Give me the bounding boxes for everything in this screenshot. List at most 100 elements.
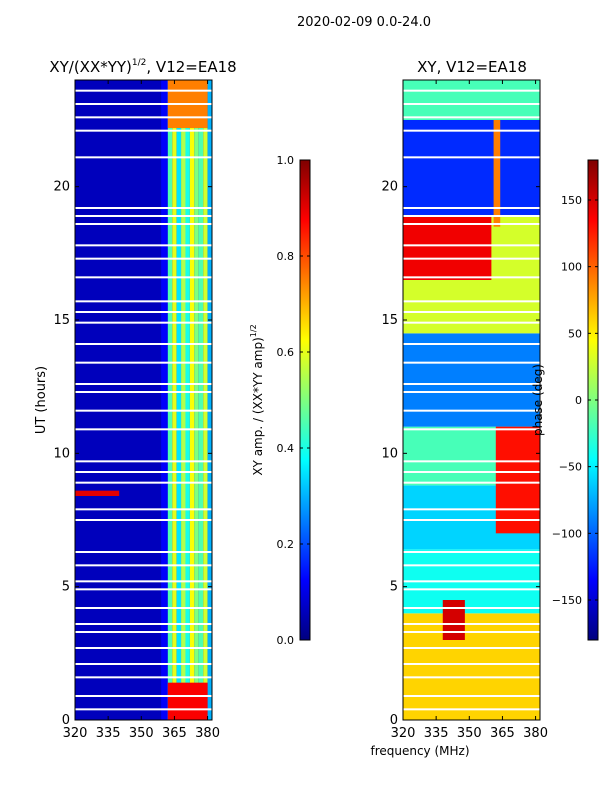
flagged-gap-line	[75, 361, 212, 364]
plot-frame	[402, 79, 541, 721]
x-tick-label: 350	[129, 726, 154, 741]
y-tick-label: 20	[381, 180, 398, 195]
x-tick-label: 380	[523, 726, 548, 741]
amp-frequency-band	[189, 80, 195, 720]
panel1-title-sup: 1/2	[132, 58, 146, 68]
y-tick-label: 5	[390, 580, 398, 595]
amp-frequency-band	[181, 80, 186, 720]
flagged-gap-line	[403, 383, 540, 385]
x-tick-label: 320	[391, 726, 416, 741]
flagged-gap-line	[75, 321, 212, 324]
flagged-gap-line	[403, 129, 540, 132]
flagged-gap-line	[75, 460, 212, 463]
amp-hot-period	[167, 682, 208, 720]
y-tick-label: 20	[53, 180, 70, 195]
flagged-gap-line	[75, 607, 212, 609]
plot-frame	[74, 79, 213, 721]
flagged-gap-line	[403, 207, 540, 209]
panel2-plot: 320 335 350 365 380 0 5 10 15 20	[381, 79, 548, 741]
flagged-gap-line	[75, 647, 212, 649]
flagged-gap-line	[75, 481, 212, 484]
flagged-gap-line	[403, 481, 540, 484]
phase-block	[495, 426, 540, 534]
phase-block	[403, 613, 540, 720]
colorbar1-label-main: XY amp. / (XX*YY amp)	[251, 337, 265, 475]
y-tick-label: 15	[381, 313, 398, 328]
phase-block	[403, 216, 492, 280]
amp-frequency-band	[194, 80, 199, 720]
flagged-gap-line	[403, 588, 540, 591]
flagged-gap-line	[75, 409, 212, 412]
colorbar-tick-label: 0.6	[277, 346, 295, 359]
colorbar-tick-label: 150	[561, 194, 582, 207]
flagged-gap-line	[403, 695, 540, 697]
flagged-gap-line	[75, 244, 212, 247]
colorbar-tick-label: −100	[552, 527, 582, 540]
flagged-gap-line	[75, 311, 212, 313]
flagged-gap-line	[75, 623, 212, 625]
flagged-gap-line	[403, 519, 540, 521]
flagged-gap-line	[403, 708, 540, 711]
phase-block	[493, 120, 501, 227]
flagged-gap-line	[75, 300, 212, 303]
colorbar-tick-label: 1.0	[277, 154, 295, 167]
amp-frequency-band	[203, 80, 208, 720]
flagged-gap-line	[75, 257, 212, 260]
flagged-gap-line	[403, 361, 540, 364]
flagged-gap-line	[403, 257, 540, 260]
flagged-gap-line	[75, 564, 212, 567]
colorbar-tick-label: −150	[552, 594, 582, 607]
flagged-gap-line	[403, 223, 540, 225]
flagged-gap-line	[75, 383, 212, 385]
flagged-gap-line	[403, 391, 540, 393]
flagged-gap-line	[403, 215, 540, 217]
panel1-title-main: XY/(XX*YY)	[49, 58, 132, 76]
flagged-gap-line	[75, 663, 212, 665]
y-tick-label: 10	[53, 446, 70, 461]
flagged-gap-line	[403, 116, 540, 119]
flagged-gap-line	[403, 311, 540, 313]
amp-frequency-band	[176, 80, 182, 720]
shared-xlabel: frequency (MHz)	[370, 744, 469, 758]
flagged-gap-line	[403, 676, 540, 679]
panel1-title-rest: , V12=EA18	[146, 58, 236, 76]
flagged-gap-line	[403, 508, 540, 511]
flagged-gap-line	[75, 519, 212, 521]
flagged-gap-line	[403, 471, 540, 473]
flagged-gap-line	[75, 103, 212, 105]
y-tick-label: 15	[53, 313, 70, 328]
colorbar-tick-label: 50	[568, 327, 582, 340]
y-tick-label: 0	[62, 713, 70, 728]
x-tick-label: 320	[63, 726, 88, 741]
x-tick-label: 350	[457, 726, 482, 741]
panel1-title: XY/(XX*YY)1/2, V12=EA18	[49, 58, 236, 76]
flagged-gap-line	[75, 156, 212, 159]
colorbar-tick-label: 0	[575, 394, 582, 407]
colorbar-tick-label: 100	[561, 261, 582, 274]
y-tick-label: 10	[381, 446, 398, 461]
flagged-gap-line	[403, 300, 540, 303]
flagged-gap-line	[403, 409, 540, 412]
flagged-gap-line	[403, 89, 540, 92]
flagged-gap-line	[75, 588, 212, 591]
flagged-gap-line	[75, 428, 212, 431]
colorbar1-label-sup: 1/2	[249, 324, 258, 337]
colorbar2-label: phase (deg)	[531, 364, 545, 436]
flagged-gap-line	[75, 676, 212, 679]
panel2-title: XY, V12=EA18	[417, 58, 527, 76]
flagged-gap-line	[403, 244, 540, 247]
flagged-gap-line	[403, 156, 540, 159]
amp-frequency-band	[198, 80, 204, 720]
flagged-gap-line	[75, 471, 212, 473]
flagged-gap-line	[403, 428, 540, 431]
figure-suptitle: 2020-02-09 0.0-24.0	[297, 15, 431, 30]
flagged-gap-line	[403, 343, 540, 345]
flagged-gap-line	[75, 116, 212, 119]
flagged-gap-line	[403, 623, 540, 625]
amp-frequency-band	[172, 80, 177, 720]
flagged-gap-line	[75, 580, 212, 583]
y-tick-label: 5	[62, 580, 70, 595]
amp-frequency-band	[75, 80, 162, 720]
colorbar-tick-label: 0.8	[277, 250, 295, 263]
